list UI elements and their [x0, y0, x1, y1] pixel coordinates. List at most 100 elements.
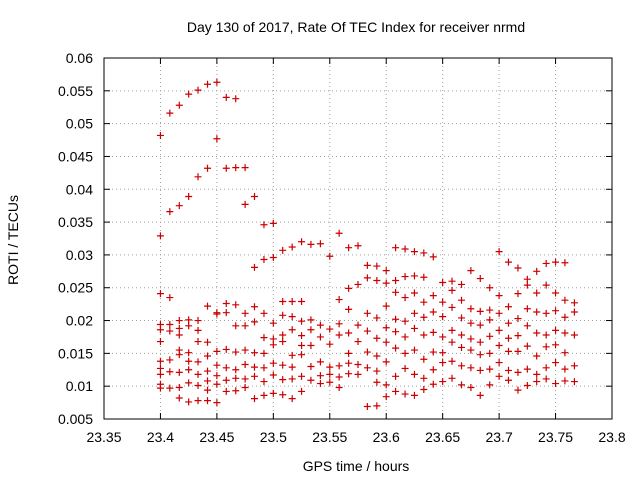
data-point-plus	[467, 305, 475, 313]
data-point-plus	[495, 292, 503, 300]
data-point-plus	[458, 362, 466, 370]
data-point-plus	[495, 248, 503, 256]
data-point-plus	[410, 248, 418, 256]
data-point-plus	[194, 317, 202, 325]
data-point-plus	[269, 219, 277, 227]
y-tick-label: 0.02	[66, 313, 93, 329]
data-point-plus	[448, 326, 456, 334]
data-point-plus	[486, 306, 494, 314]
data-point-plus	[561, 259, 569, 267]
data-point-plus	[222, 164, 230, 172]
data-point-plus	[552, 380, 560, 388]
data-point-plus	[514, 368, 522, 376]
data-point-plus	[458, 343, 466, 351]
data-point-plus	[401, 364, 409, 372]
data-point-plus	[495, 326, 503, 334]
data-point-plus	[204, 352, 212, 360]
data-point-plus	[166, 368, 174, 376]
data-point-plus	[166, 208, 174, 216]
data-point-plus	[335, 383, 343, 391]
data-point-plus	[232, 164, 240, 172]
data-point-plus	[392, 344, 400, 352]
y-tick-label: 0.045	[58, 148, 93, 164]
data-point-plus	[185, 90, 193, 98]
data-point-plus	[213, 310, 221, 318]
data-point-plus	[175, 368, 183, 376]
data-point-plus	[458, 381, 466, 389]
data-point-plus	[335, 331, 343, 339]
data-point-plus	[439, 378, 447, 386]
data-point-plus	[552, 307, 560, 315]
data-point-plus	[316, 333, 324, 341]
data-point-plus	[448, 357, 456, 365]
data-point-plus	[194, 370, 202, 378]
data-point-plus	[495, 341, 503, 349]
data-point-plus	[373, 334, 381, 342]
data-point-plus	[156, 131, 164, 139]
data-point-plus	[222, 309, 230, 317]
data-point-plus	[420, 298, 428, 306]
data-point-plus	[232, 374, 240, 382]
data-point-plus	[467, 364, 475, 372]
data-point-plus	[185, 398, 193, 406]
data-point-plus	[392, 387, 400, 395]
data-point-plus	[373, 352, 381, 360]
data-point-plus	[392, 372, 400, 380]
data-point-plus	[204, 164, 212, 172]
data-point-plus	[204, 386, 212, 394]
data-point-plus	[354, 338, 362, 346]
data-point-plus	[542, 343, 550, 351]
data-point-plus	[269, 254, 277, 262]
data-point-plus	[260, 334, 268, 342]
data-point-plus	[222, 387, 230, 395]
data-point-plus	[175, 202, 183, 210]
y-tick-label: 0.015	[58, 345, 93, 361]
data-point-plus	[213, 135, 221, 143]
data-point-plus	[523, 305, 531, 313]
data-point-plus	[495, 309, 503, 317]
data-point-plus	[373, 277, 381, 285]
data-point-plus	[561, 365, 569, 373]
data-point-plus	[194, 173, 202, 181]
data-point-plus	[316, 240, 324, 248]
data-point-plus	[185, 366, 193, 374]
data-point-plus	[542, 281, 550, 289]
data-point-plus	[542, 364, 550, 372]
data-point-plus	[523, 365, 531, 373]
data-point-plus	[420, 385, 428, 393]
data-point-plus	[307, 376, 315, 384]
data-point-plus	[166, 327, 174, 335]
data-point-plus	[241, 322, 249, 330]
data-point-plus	[552, 258, 560, 266]
x-tick-label: 23.7	[485, 429, 512, 445]
y-tick-label: 0.025	[58, 280, 93, 296]
data-point-plus	[269, 359, 277, 367]
data-point-plus	[552, 341, 560, 349]
data-point-plus	[392, 315, 400, 323]
data-point-plus	[279, 338, 287, 346]
data-point-plus	[561, 329, 569, 337]
data-point-plus	[241, 200, 249, 208]
data-point-plus	[222, 299, 230, 307]
data-point-plus	[382, 267, 390, 275]
x-tick-label: 23.4	[147, 429, 174, 445]
data-point-plus	[382, 302, 390, 310]
data-point-plus	[241, 383, 249, 391]
data-point-plus	[439, 349, 447, 357]
data-point-plus	[410, 391, 418, 399]
data-points	[156, 78, 578, 411]
data-point-plus	[561, 296, 569, 304]
data-point-plus	[185, 322, 193, 330]
data-point-plus	[260, 364, 268, 372]
x-tick-label: 23.75	[538, 429, 573, 445]
data-point-plus	[363, 274, 371, 282]
data-point-plus	[269, 371, 277, 379]
data-point-plus	[250, 303, 258, 311]
data-point-plus	[241, 361, 249, 369]
data-point-plus	[354, 280, 362, 288]
data-point-plus	[467, 335, 475, 343]
data-point-plus	[260, 221, 268, 229]
data-point-plus	[542, 331, 550, 339]
data-point-plus	[222, 93, 230, 101]
